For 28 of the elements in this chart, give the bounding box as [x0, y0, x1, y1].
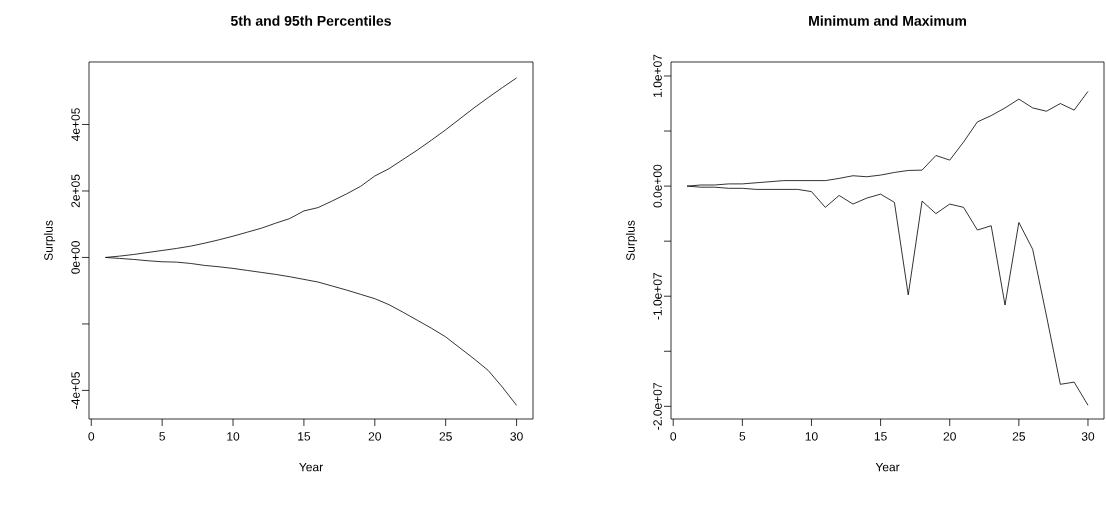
y-tick-label: 1.0e+07: [653, 54, 662, 97]
y-axis-title: Surplus: [625, 220, 638, 261]
x-tick-label: 20: [368, 432, 381, 441]
y-tick-label: 2e+05: [71, 174, 80, 208]
x-tick-label: 10: [805, 432, 818, 441]
x-tick-label: 15: [874, 432, 887, 441]
y-tick-label: -2.0e+07: [653, 383, 662, 430]
chart-title: 5th and 95th Percentiles: [230, 15, 391, 26]
x-tick-label: 0: [670, 432, 677, 441]
y-tick-label: 0.0e+00: [653, 164, 662, 208]
x-tick-label: 25: [439, 432, 452, 441]
y-axis-title: Surplus: [43, 220, 56, 261]
x-tick-label: 5: [159, 432, 165, 441]
x-tick-label: 30: [1081, 432, 1095, 441]
y-tick-label: 4e+05: [71, 108, 80, 142]
x-tick-label: 5: [739, 432, 746, 441]
x-axis-title: Year: [875, 462, 900, 472]
x-tick-label: 15: [298, 432, 311, 441]
x-tick-label: 20: [943, 432, 956, 441]
x-tick-label: 10: [227, 432, 240, 441]
x-tick-label: 25: [1012, 432, 1026, 441]
chart-title: Minimum and Maximum: [809, 15, 966, 26]
y-tick-label: -1.0e+07: [653, 272, 662, 320]
y-tick-label: -4e+05: [71, 372, 80, 409]
x-tick-label: 0: [88, 432, 95, 441]
x-tick-label: 30: [510, 432, 523, 441]
y-tick-label: 0e+00: [71, 241, 80, 274]
x-axis-title: Year: [299, 462, 323, 472]
